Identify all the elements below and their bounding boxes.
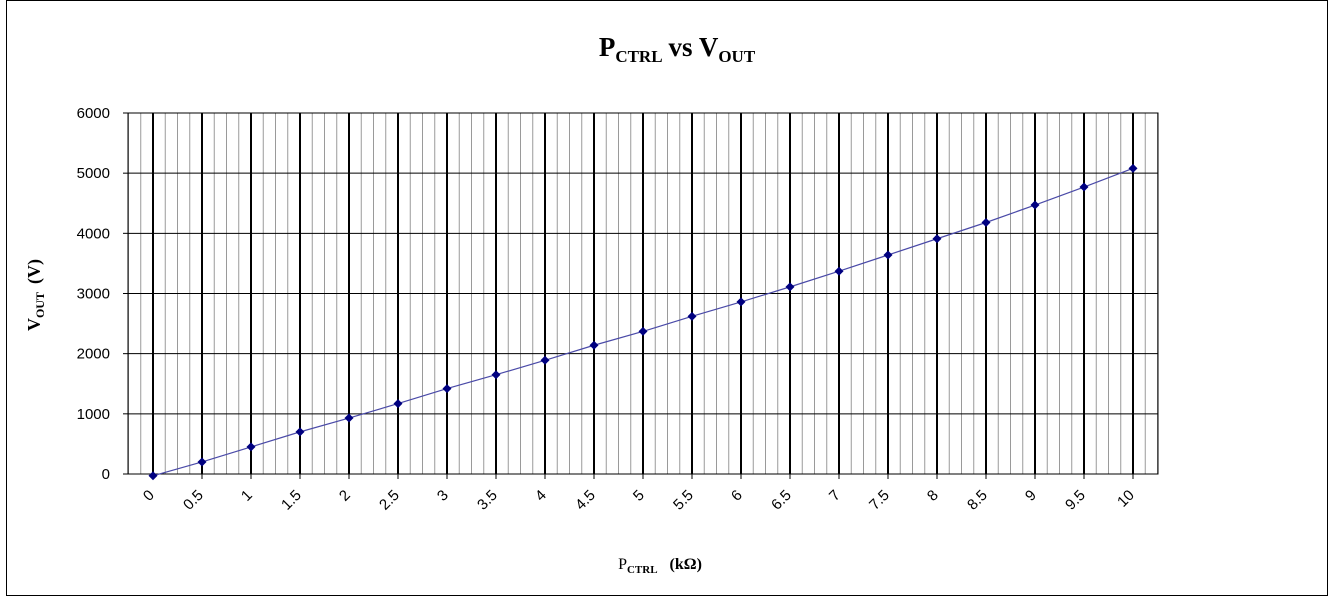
data-point-marker <box>540 355 550 365</box>
x-axis-label: PCTRL (kΩ) <box>618 556 702 576</box>
x-tick-label: 3.5 <box>474 487 501 514</box>
y-tick-label: 4000 <box>77 225 110 242</box>
y-tick-label: 2000 <box>77 346 110 363</box>
y-tick-label: 3000 <box>77 286 110 303</box>
x-tick-label: 9 <box>1022 487 1040 505</box>
data-point-marker <box>687 311 697 321</box>
y-tick-label: 5000 <box>77 165 110 182</box>
y-tick-label: 1000 <box>77 406 110 423</box>
x-axis-label-sub: CTRL <box>627 564 658 576</box>
chart-title-main: P <box>599 32 616 62</box>
x-tick-label: 6 <box>728 487 746 505</box>
data-point-marker <box>491 370 501 380</box>
x-tick-label: 5.5 <box>670 487 697 514</box>
data-point-marker <box>736 297 746 307</box>
chart-title-main-sub: CTRL <box>615 47 662 66</box>
y-axis-label-unit: (V) <box>24 259 45 284</box>
data-point-marker <box>981 218 991 228</box>
x-tick-label: 4.5 <box>572 487 599 514</box>
x-tick-label: 7.5 <box>866 487 893 514</box>
x-tick-label: 8 <box>924 487 942 505</box>
x-axis-ticks: 0 0.5 1 1.5 2 2.5 3 3.5 4 4.5 5 5.5 6 6.5 7 7.5 8 8.5 9 9.5… <box>140 474 1138 514</box>
y-axis-label-sub: OUT <box>33 292 47 318</box>
data-point-marker <box>1128 163 1138 173</box>
data-point-marker <box>295 427 305 437</box>
chart-title-connector: vs V <box>669 32 719 62</box>
x-tick-label: 3 <box>434 487 452 505</box>
data-point-marker <box>1079 182 1089 192</box>
data-point-marker <box>148 471 158 481</box>
x-tick-label: 1.5 <box>278 487 305 514</box>
y-tick-label: 6000 <box>77 105 110 122</box>
x-tick-label: 9.5 <box>1062 487 1089 514</box>
y-tick-label: 0 <box>102 466 110 483</box>
x-tick-label: 10 <box>1114 487 1138 511</box>
major-gridlines <box>128 112 1158 475</box>
data-point-marker <box>246 442 256 452</box>
data-point-marker <box>638 326 648 336</box>
y-axis-label-main: V <box>24 318 44 331</box>
data-point-marker <box>589 340 599 350</box>
data-point-marker <box>197 457 207 467</box>
data-point-marker <box>344 413 354 423</box>
data-point-marker <box>834 266 844 276</box>
chart-title: PCTRL vs VOUT <box>599 32 756 66</box>
x-tick-label: 8.5 <box>964 487 991 514</box>
x-axis-label-main: P <box>618 556 627 573</box>
x-tick-label: 6.5 <box>768 487 795 514</box>
x-tick-label: 5 <box>630 487 648 505</box>
x-axis-label-unit: (kΩ) <box>670 556 702 573</box>
data-point-marker <box>932 234 942 244</box>
x-tick-label: 2.5 <box>376 487 403 514</box>
x-tick-label: 0.5 <box>180 487 207 514</box>
series-markers <box>148 163 1138 481</box>
x-tick-label: 4 <box>532 487 550 505</box>
data-point-marker <box>442 384 452 394</box>
x-tick-label: 2 <box>336 487 354 505</box>
x-tick-label: 0 <box>140 487 158 505</box>
data-point-marker <box>1030 200 1040 210</box>
chart-title-connector-sub: OUT <box>718 47 756 66</box>
x-tick-label: 7 <box>826 487 844 505</box>
data-point-marker <box>883 250 893 260</box>
x-tick-label: 1 <box>238 487 256 505</box>
data-point-marker <box>785 282 795 292</box>
y-axis-label: VOUT (V) <box>24 259 47 331</box>
y-axis-ticks: 0 1000 2000 3000 4000 5000 6000 <box>77 105 128 483</box>
data-point-marker <box>393 399 403 409</box>
